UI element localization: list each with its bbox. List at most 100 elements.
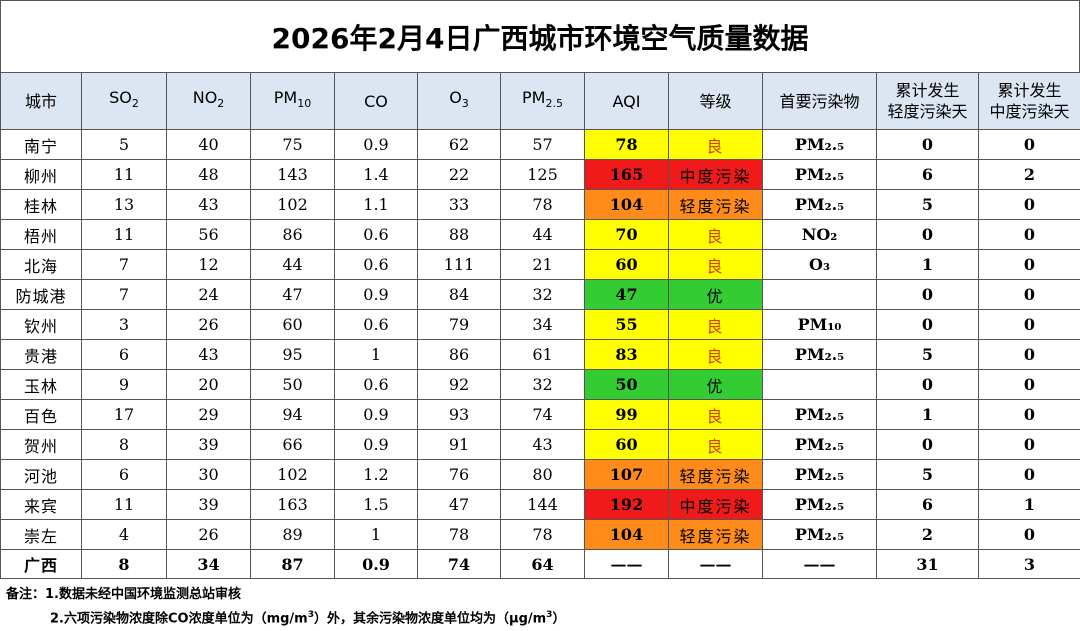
no2-cell: 24: [166, 279, 251, 310]
grade-cell: 良: [668, 249, 763, 280]
city-cell: 百色: [0, 399, 82, 430]
no2-cell: 20: [166, 369, 251, 400]
table-row: 玉林 9 20 50 0.6 92 32 50 优 0 0: [0, 369, 1080, 400]
remark-2: 2.六项污染物浓度除CO浓度单位为（mg/m3）外，其余污染物浓度单位均为（μg…: [50, 610, 566, 627]
cumulative-moderate-cell: 0: [978, 369, 1080, 400]
cumulative-moderate-cell: 0: [978, 519, 1080, 550]
so2-cell: 4: [81, 519, 167, 550]
pm10-cell: 66: [250, 429, 335, 460]
cumulative-moderate-cell: 0: [978, 339, 1080, 370]
primary-pollutant-cell: PM₂.₅: [762, 399, 877, 430]
grade-cell: 良: [668, 429, 763, 460]
grade-cell: 良: [668, 129, 763, 160]
primary-pollutant-cell: PM₂.₅: [762, 459, 877, 490]
co-cell: 1.1: [334, 189, 418, 220]
pm25-cell: 44: [500, 219, 585, 250]
header-grade: 等级: [668, 72, 763, 130]
so2-cell: 3: [81, 309, 167, 340]
table-row: 桂林 13 43 102 1.1 33 78 104 轻度污染 PM₂.₅ 5 0: [0, 189, 1080, 220]
aqi-cell: 99: [584, 399, 669, 430]
primary-pollutant-cell: O₃: [762, 249, 877, 280]
grade-cell: 轻度污染: [668, 519, 763, 550]
pm10-cell: 94: [250, 399, 335, 430]
total-pm10: 87: [250, 549, 335, 579]
pm25-cell: 125: [500, 159, 585, 190]
header-cumulative-light: 累计发生 轻度污染天: [876, 72, 979, 130]
pm25-cell: 43: [500, 429, 585, 460]
no2-cell: 43: [166, 339, 251, 370]
so2-cell: 11: [81, 159, 167, 190]
cumulative-light-cell: 0: [876, 309, 979, 340]
grade-cell: 良: [668, 219, 763, 250]
aqi-cell: 55: [584, 309, 669, 340]
co-cell: 0.6: [334, 249, 418, 280]
no2-cell: 56: [166, 219, 251, 250]
pm10-cell: 47: [250, 279, 335, 310]
no2-cell: 40: [166, 129, 251, 160]
pm10-cell: 163: [250, 489, 335, 520]
grade-cell: 良: [668, 339, 763, 370]
aqi-cell: 165: [584, 159, 669, 190]
header-aqi: AQI: [584, 72, 669, 130]
primary-pollutant-cell: PM₂.₅: [762, 519, 877, 550]
no2-cell: 12: [166, 249, 251, 280]
pm10-cell: 86: [250, 219, 335, 250]
total-cum-light: 31: [876, 549, 979, 579]
table-row: 贺州 8 39 66 0.9 91 43 60 良 PM₂.₅ 0 0: [0, 429, 1080, 460]
cumulative-moderate-cell: 1: [978, 489, 1080, 520]
o3-cell: 91: [417, 429, 501, 460]
aqi-cell: 60: [584, 249, 669, 280]
aqi-cell: 78: [584, 129, 669, 160]
pm25-cell: 78: [500, 189, 585, 220]
primary-pollutant-cell: PM₂.₅: [762, 189, 877, 220]
grade-cell: 优: [668, 369, 763, 400]
cumulative-light-cell: 0: [876, 429, 979, 460]
pm25-cell: 144: [500, 489, 585, 520]
o3-cell: 79: [417, 309, 501, 340]
no2-cell: 39: [166, 429, 251, 460]
cumulative-moderate-cell: 0: [978, 279, 1080, 310]
cumulative-moderate-cell: 0: [978, 309, 1080, 340]
o3-cell: 78: [417, 519, 501, 550]
total-primary: ——: [762, 549, 877, 579]
co-cell: 0.6: [334, 369, 418, 400]
so2-cell: 11: [81, 489, 167, 520]
cumulative-light-cell: 1: [876, 399, 979, 430]
aqi-cell: 70: [584, 219, 669, 250]
cumulative-light-cell: 5: [876, 459, 979, 490]
no2-cell: 39: [166, 489, 251, 520]
no2-cell: 26: [166, 519, 251, 550]
header-primary-pollutant: 首要污染物: [762, 72, 877, 130]
aqi-cell: 47: [584, 279, 669, 310]
pm10-cell: 102: [250, 459, 335, 490]
remarks-label: 备注：: [6, 587, 46, 602]
total-row: 广西 8 34 87 0.9 74 64 —— —— —— 31 3: [0, 549, 1080, 579]
cumulative-light-cell: 0: [876, 279, 979, 310]
header-row: 城市 SO2 NO2 PM10 CO O3 PM2.5 AQI 等级 首要污染物…: [0, 72, 1080, 130]
so2-cell: 9: [81, 369, 167, 400]
co-cell: 1: [334, 519, 418, 550]
city-cell: 梧州: [0, 219, 82, 250]
cumulative-light-cell: 2: [876, 519, 979, 550]
pm25-cell: 80: [500, 459, 585, 490]
remark-1: 1.数据未经中国环境监测总站审核: [45, 587, 241, 602]
primary-pollutant-cell: PM₂.₅: [762, 129, 877, 160]
pm10-cell: 95: [250, 339, 335, 370]
pm25-cell: 57: [500, 129, 585, 160]
o3-cell: 93: [417, 399, 501, 430]
remarks: 备注：1.数据未经中国环境监测总站审核 2.六项污染物浓度除CO浓度单位为（mg…: [6, 584, 1076, 629]
table-row: 南宁 5 40 75 0.9 62 57 78 良 PM₂.₅ 0 0: [0, 129, 1080, 160]
co-cell: 1: [334, 339, 418, 370]
table-row: 梧州 11 56 86 0.6 88 44 70 良 NO₂ 0 0: [0, 219, 1080, 250]
primary-pollutant-cell: PM₂.₅: [762, 489, 877, 520]
pm10-cell: 60: [250, 309, 335, 340]
aqi-cell: 50: [584, 369, 669, 400]
grade-cell: 中度污染: [668, 489, 763, 520]
cumulative-moderate-cell: 0: [978, 129, 1080, 160]
cumulative-moderate-cell: 0: [978, 459, 1080, 490]
grade-cell: 优: [668, 279, 763, 310]
so2-cell: 11: [81, 219, 167, 250]
pm25-cell: 21: [500, 249, 585, 280]
aqi-cell: 83: [584, 339, 669, 370]
total-no2: 34: [166, 549, 251, 579]
